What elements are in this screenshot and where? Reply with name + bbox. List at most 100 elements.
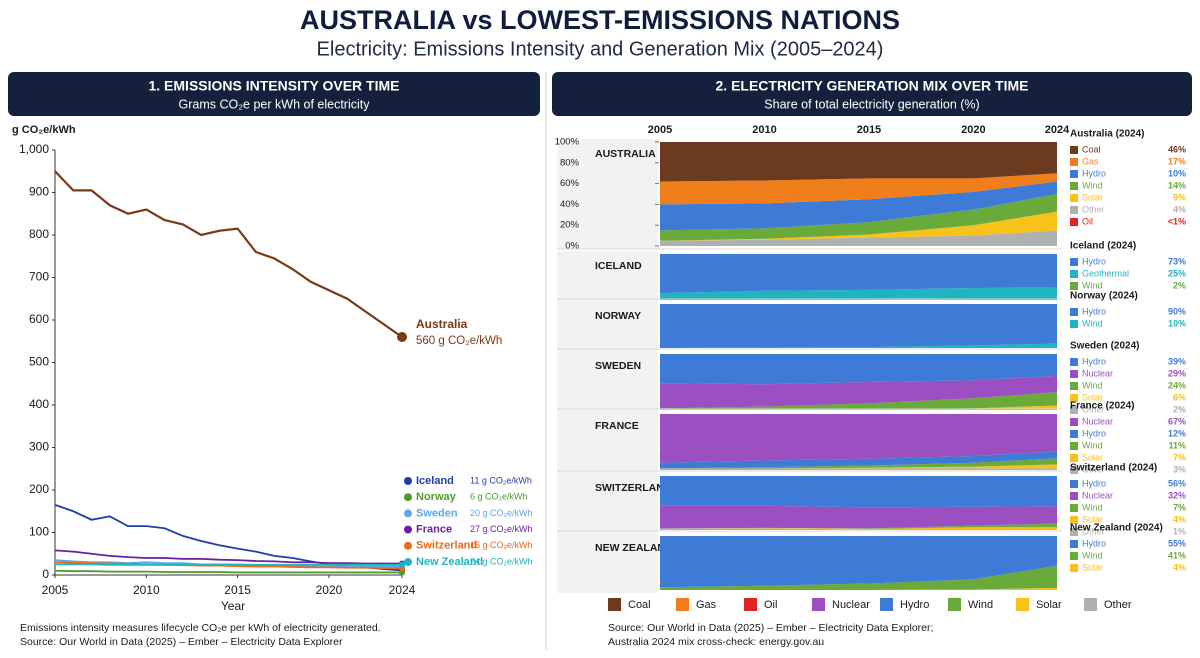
area-band	[660, 142, 1057, 182]
area-band	[660, 468, 1057, 470]
note: Australia 2024 mix cross-check: energy.g…	[608, 636, 824, 648]
legend-label: Oil	[1082, 216, 1093, 226]
legend-label: Wind	[1082, 180, 1103, 190]
legend-label: Wind	[1082, 380, 1103, 390]
y-tick-label: 20%	[560, 220, 580, 231]
legend-swatch	[1070, 146, 1078, 154]
legend-swatch	[1070, 466, 1078, 474]
legend-value: 55%	[1168, 538, 1186, 548]
legend-value: 7%	[1173, 452, 1186, 462]
legend-value: 20 g CO₂e/kWh	[470, 508, 533, 518]
area-band	[660, 527, 1057, 530]
country-label: NEW ZEALAND	[595, 542, 673, 554]
legend-label: Wind	[1082, 280, 1103, 290]
legend-value: 1%	[1173, 526, 1186, 536]
legend-title: Australia (2024)	[1070, 129, 1144, 140]
legend-value: 27 g CO₂e/kWh	[470, 524, 533, 534]
area-band	[660, 523, 1057, 529]
area-band	[660, 173, 1057, 205]
legend-label: Coal	[628, 599, 651, 611]
y-tick-label: 100	[29, 525, 49, 539]
end-point	[399, 561, 405, 568]
area-band	[660, 354, 1057, 385]
annotation-value: 560 g CO₂e/kWh	[416, 335, 502, 347]
country-label: ICELAND	[595, 260, 642, 272]
area-band	[660, 587, 1057, 590]
x-tick-label: 2024	[1045, 124, 1070, 136]
legend-title: Iceland (2024)	[1070, 241, 1136, 252]
legend-value: 2%	[1173, 280, 1186, 290]
legend-label: Hydro	[1082, 538, 1106, 548]
legend-label: Geothermal	[1082, 268, 1129, 278]
country-label: SWITZERLAND	[595, 482, 672, 494]
legend-value: 24%	[1168, 380, 1186, 390]
legend-label: Solar	[1082, 562, 1103, 572]
legend-label: Wind	[1082, 550, 1103, 560]
legend-label: Nuclear	[1082, 368, 1113, 378]
area-band	[660, 536, 1057, 588]
legend-title: Norway (2024)	[1070, 291, 1138, 302]
y-tick-label: 40%	[560, 199, 580, 210]
legend-label: Nuclear	[1082, 416, 1113, 426]
area-band	[660, 254, 1057, 294]
legend-value: 17%	[1168, 156, 1186, 166]
legend-swatch	[1070, 394, 1078, 402]
legend-swatch	[1070, 442, 1078, 450]
x-tick-label: 2010	[752, 124, 776, 136]
area-band	[660, 287, 1057, 300]
legend-label: Solar	[1082, 452, 1103, 462]
legend-swatch	[1070, 158, 1078, 166]
x-tick-label: 2010	[133, 583, 160, 597]
legend-swatch	[1070, 480, 1078, 488]
legend-label: Other	[1082, 464, 1105, 474]
legend-value: 12%	[1168, 428, 1186, 438]
country-label: AUSTRALIA	[595, 148, 656, 160]
legend-label: Other	[1082, 526, 1105, 536]
legend-value: 6%	[1173, 392, 1186, 402]
series-line	[54, 170, 403, 338]
x-axis-label: Year	[221, 599, 245, 613]
legend-swatch	[1070, 504, 1078, 512]
y-tick-label: 600	[29, 312, 49, 326]
legend-swatch	[1070, 358, 1078, 366]
legend-value: 11 g CO₂e/kWh	[470, 475, 532, 485]
panel-subtitle: Share of total electricity generation (%…	[764, 97, 979, 111]
country-label: FRANCE	[595, 420, 639, 432]
area-band	[660, 476, 1057, 508]
legend-swatch	[1070, 430, 1078, 438]
x-tick-label: 2015	[857, 124, 881, 136]
legend-label: Hydro	[1082, 478, 1106, 488]
legend-marker	[404, 493, 412, 502]
legend-value: 7%	[1173, 502, 1186, 512]
legend-value: 2%	[1173, 404, 1186, 414]
legend-value: 11%	[1168, 440, 1186, 450]
legend-label: Wind	[1082, 318, 1103, 328]
area-band	[660, 458, 1057, 469]
area-band	[660, 299, 1057, 300]
legend-swatch	[1070, 194, 1078, 202]
legend-value: 14%	[1168, 180, 1186, 190]
legend-swatch	[744, 598, 757, 611]
legend-label: Hydro	[1082, 428, 1106, 438]
area-band	[660, 464, 1057, 469]
legend-marker	[404, 525, 412, 534]
y-tick-label: 700	[29, 270, 49, 284]
legend-label: Iceland	[416, 475, 454, 487]
subtitle: Electricity: Emissions Intensity and Gen…	[317, 38, 884, 60]
legend-title: New Zealand (2024)	[1070, 523, 1163, 534]
y-tick-label: 300	[29, 440, 49, 454]
row-label-bg	[557, 251, 658, 303]
legend-swatch	[1070, 492, 1078, 500]
legend-swatch	[1070, 258, 1078, 266]
legend-swatch	[1016, 598, 1029, 611]
y-tick-label: 900	[29, 185, 49, 199]
x-tick-label: 2020	[961, 124, 985, 136]
legend-label: Hydro	[1082, 168, 1106, 178]
panel-header	[8, 72, 540, 116]
legend-marker	[404, 558, 412, 566]
legend-value: 4%	[1173, 204, 1186, 214]
legend-label: Coal	[1082, 144, 1101, 154]
y-tick-label: 800	[29, 227, 49, 241]
y-tick-label: 0	[42, 567, 49, 581]
area-band	[660, 181, 1057, 231]
